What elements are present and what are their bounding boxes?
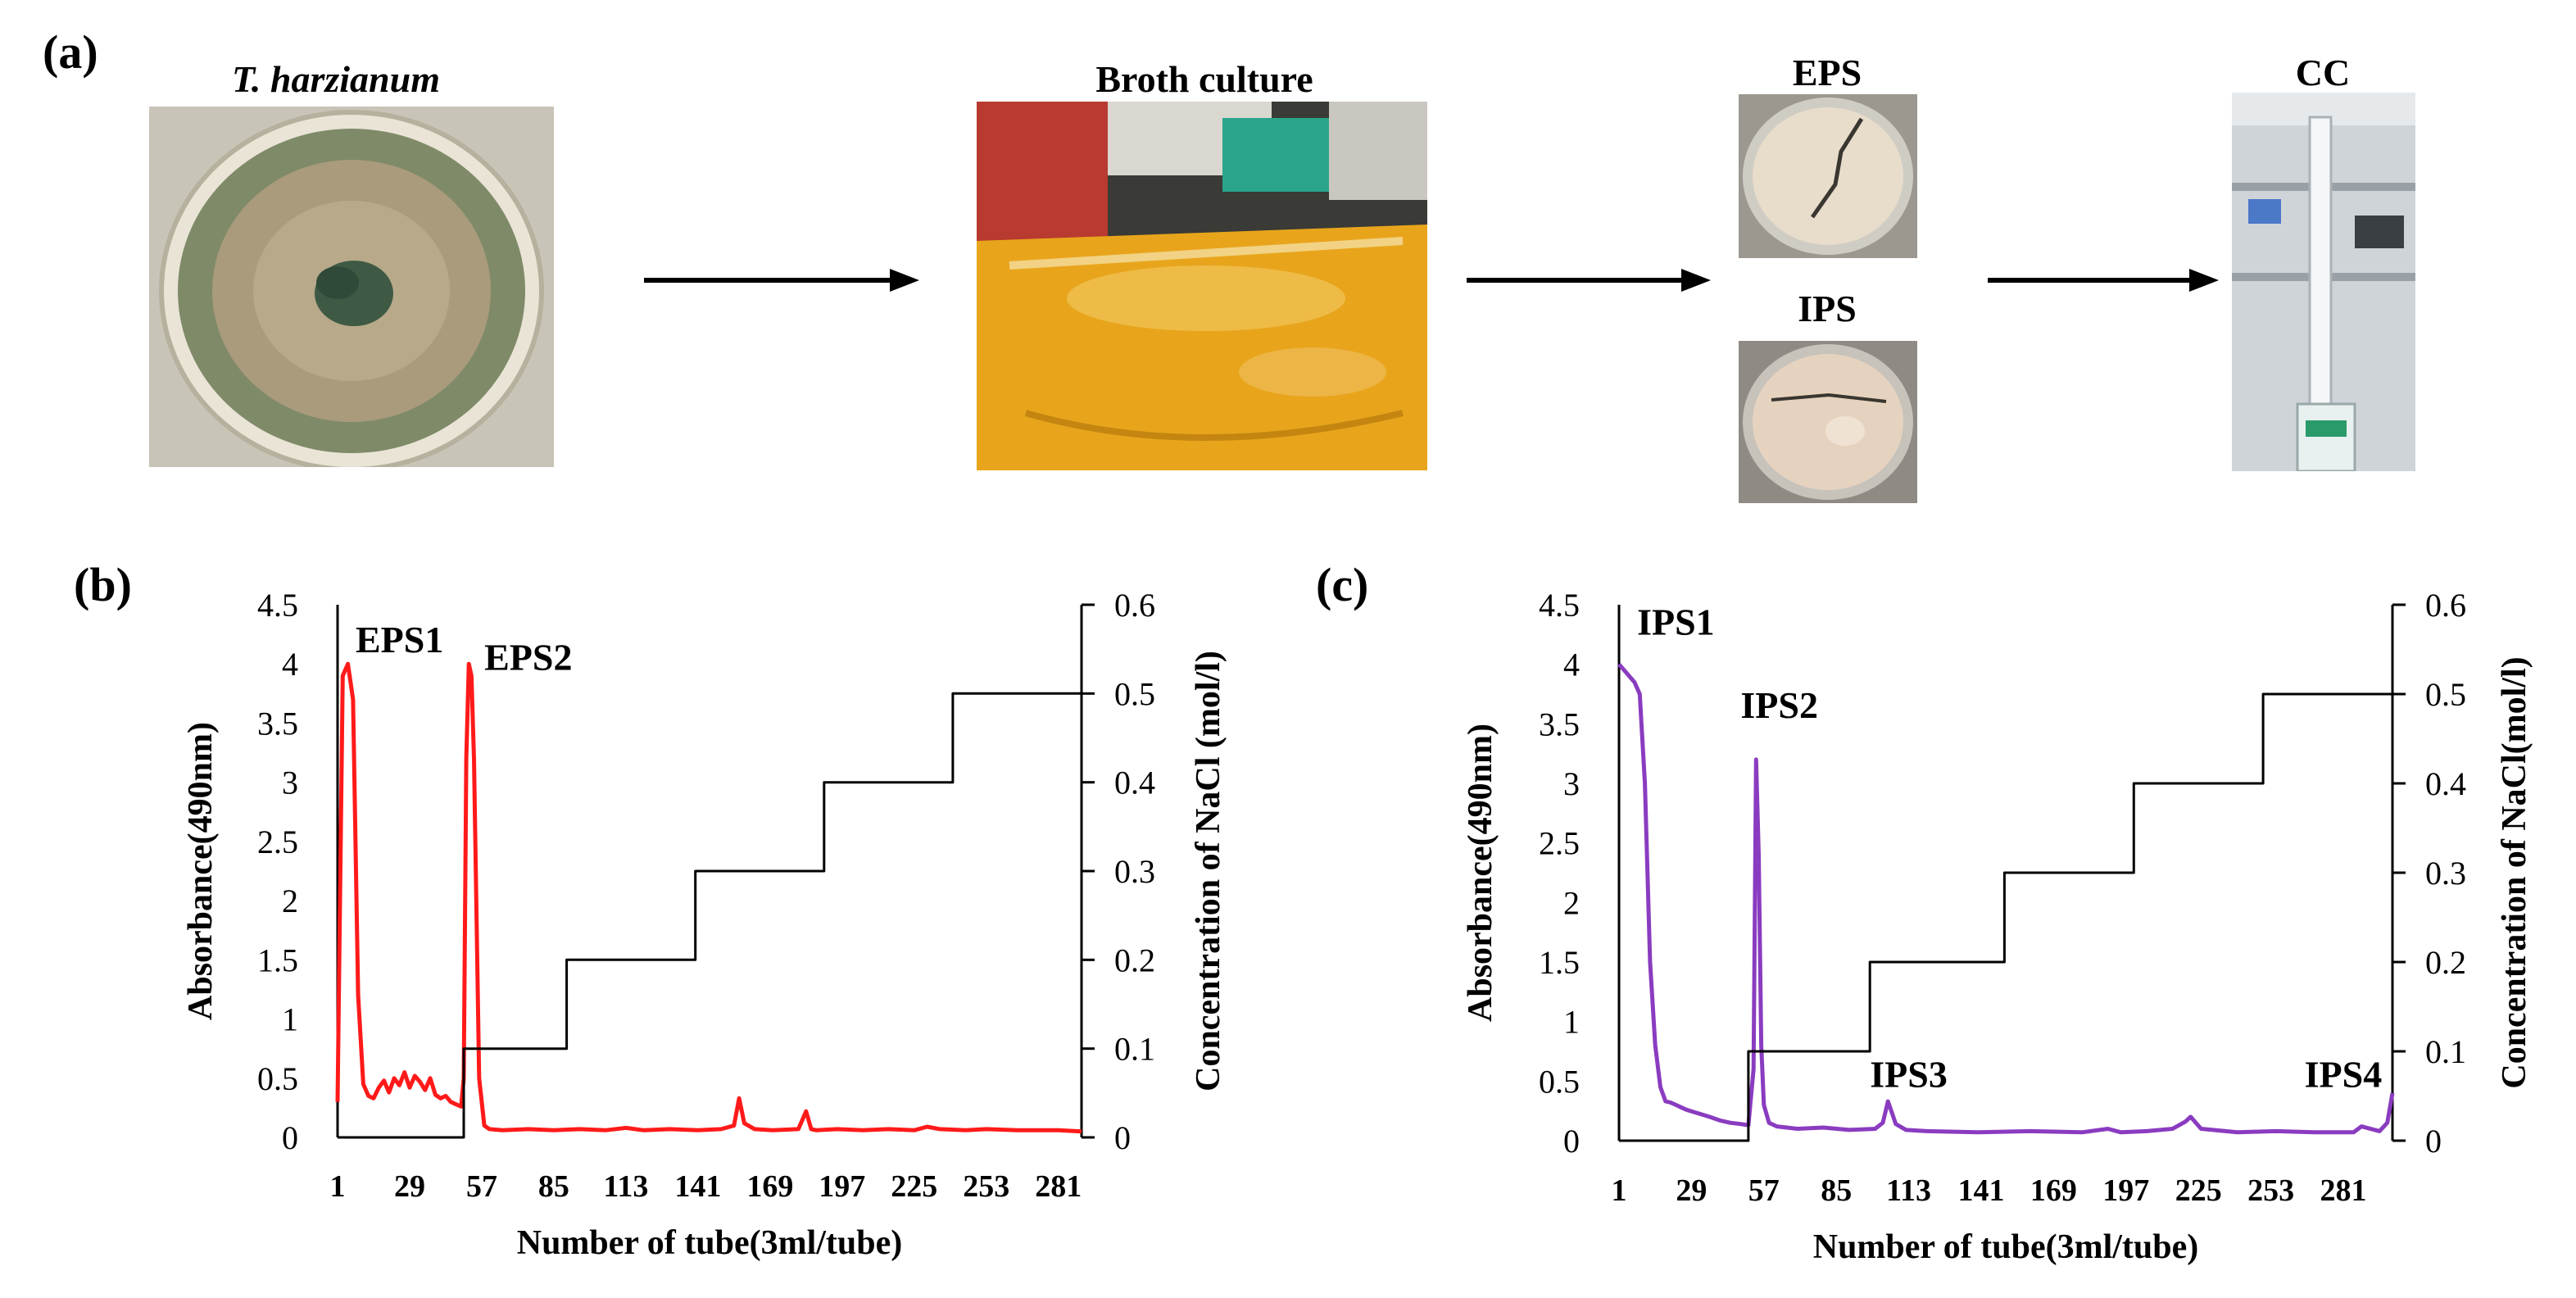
chart-c-y2-tick-label: 0.5: [2425, 676, 2466, 713]
panel-a-label: (a): [43, 25, 98, 79]
cc-photo: [2232, 93, 2415, 471]
chart-b-x-tick-label: 57: [466, 1169, 497, 1204]
broth-culture-photo: [977, 102, 1427, 470]
chart-b-y-tick-label: 3.5: [257, 705, 298, 742]
chart-b-y-tick-label: 2: [282, 883, 298, 919]
chart-c-y2-tick-label: 0.1: [2425, 1033, 2466, 1070]
chart-c-absorbance-line: [1617, 663, 2395, 1135]
chart-b-y-tick-label: 4.5: [257, 587, 298, 624]
chart-c-y2-tick-label: 0: [2425, 1123, 2442, 1160]
chart-b-x-tick-label: 253: [963, 1169, 1009, 1204]
flow-arrow-3: [1988, 269, 2219, 292]
chart-b-peak-label: EPS2: [484, 636, 572, 678]
panel-b-label: (b): [74, 558, 132, 611]
chart-b-y-tick-label: 1: [282, 1001, 298, 1038]
chart-b-absorbance-line: [335, 661, 1082, 1134]
photo-title-t-harzianum: T. harzianum: [232, 58, 440, 100]
chart-c-x-tick-label: 281: [2320, 1173, 2367, 1208]
chart-c-y-tick-label: 4.5: [1539, 587, 1580, 624]
flow-arrow-2: [1467, 269, 1711, 292]
chart-c-peak-label: IPS1: [1637, 601, 1715, 642]
chart-c-y-tick-label: 0.5: [1539, 1063, 1580, 1100]
chart-b-x-tick-label: 225: [891, 1169, 937, 1204]
chart-c-y2-tick-label: 0.4: [2425, 765, 2466, 802]
chart-c-peak-label: IPS4: [2305, 1054, 2383, 1096]
chart-b-x-tick-label: 141: [674, 1169, 721, 1204]
chart-c-y2-axis-label: Concentration of NaCl(mol/l): [2496, 656, 2533, 1088]
chart-c-nacl-step-line: [1619, 692, 2392, 1142]
photo-title-ips: IPS: [1798, 288, 1857, 329]
chart-c-x-tick-label: 113: [1886, 1173, 1931, 1208]
chart-b-x-tick-label: 29: [394, 1169, 425, 1204]
panel-c-label: (c): [1316, 558, 1369, 611]
chart-b-y-tick-label: 3: [282, 765, 298, 801]
flow-arrow-1: [644, 269, 919, 292]
chart-c-y-tick-label: 0: [1563, 1123, 1580, 1160]
chart-b-x-tick-label: 85: [538, 1169, 569, 1204]
chart-b-y2-axis-label: Concentration of NaCl (mol/l): [1190, 651, 1227, 1092]
chart-b-nacl-step-line: [338, 692, 1082, 1139]
chart-c-x-axis-label: Number of tube(3ml/tube): [1813, 1228, 2199, 1266]
chart-c-y-tick-label: 3.5: [1539, 706, 1580, 742]
chart-b-y-tick-label: 0: [282, 1119, 298, 1156]
chart-c-y2-tick-label: 0.2: [2425, 944, 2466, 981]
chart-b-y2-tick-label: 0.6: [1114, 587, 1155, 624]
chart-c-y-tick-label: 4: [1563, 647, 1580, 683]
chart-c-x-tick-label: 169: [2030, 1173, 2077, 1208]
chart-c-y2-tick-label: 0.3: [2425, 855, 2466, 892]
eps-photo: [1739, 94, 1917, 258]
chart-c-y-axis-label: Absorbance(490nm): [1462, 724, 1499, 1022]
chart-b-y2-tick-label: 0.2: [1114, 942, 1155, 978]
chart-c-x-tick-label: 1: [1612, 1173, 1627, 1208]
chart-b-y2-tick-label: 0.3: [1114, 853, 1155, 890]
ips-photo: [1739, 341, 1917, 503]
chart-b-y-tick-label: 1.5: [257, 942, 298, 978]
t-harzianum-photo: [149, 107, 554, 467]
chart-c-peak-label: IPS3: [1870, 1054, 1948, 1096]
chart-c-y-tick-label: 2: [1563, 884, 1580, 921]
chart-b-y2-tick-label: 0.1: [1114, 1031, 1155, 1068]
chart-b-x-tick-label: 197: [819, 1169, 865, 1204]
chart-b-x-tick-label: 169: [746, 1169, 793, 1204]
chart-c-x-tick-label: 225: [2175, 1173, 2222, 1208]
chart-c-y-tick-label: 3: [1563, 765, 1580, 802]
photo-title-broth-culture: Broth culture: [1095, 58, 1313, 100]
chart-b-peak-label: EPS1: [356, 619, 443, 660]
chart-b-y-tick-label: 2.5: [257, 824, 298, 860]
chart-c-x-tick-label: 85: [1821, 1173, 1852, 1208]
chart-b-x-tick-label: 281: [1035, 1169, 1082, 1204]
photo-title-cc: CC: [2295, 52, 2351, 93]
chart-b-x-tick-label: 113: [603, 1169, 648, 1204]
chart-c-x-tick-label: 197: [2102, 1173, 2149, 1208]
chart-b-y-tick-label: 4: [282, 646, 298, 683]
chart-c-y2-tick-label: 0.6: [2425, 587, 2466, 624]
chart-b-y2-tick-label: 0.5: [1114, 675, 1155, 712]
chart-b-y2-tick-label: 0.4: [1114, 765, 1155, 801]
photo-title-eps: EPS: [1792, 52, 1862, 93]
chart-b-y2-tick-label: 0: [1114, 1119, 1131, 1156]
chart-b-y-tick-label: 0.5: [257, 1060, 298, 1097]
chart-c-x-tick-label: 57: [1748, 1173, 1780, 1208]
chart-c-x-tick-label: 141: [1958, 1173, 2005, 1208]
chart-c-y-tick-label: 2.5: [1539, 825, 1580, 862]
chart-b-y-axis-label: Absorbance(490nm): [182, 722, 220, 1020]
chart-c-x-tick-label: 253: [2247, 1173, 2294, 1208]
chart-c-x-tick-label: 29: [1676, 1173, 1707, 1208]
chart-c-y-tick-label: 1.5: [1539, 944, 1580, 981]
chart-c-y-tick-label: 1: [1563, 1004, 1580, 1041]
chart-b-x-axis-label: Number of tube(3ml/tube): [517, 1224, 903, 1262]
chart-c-peak-label: IPS2: [1740, 684, 1818, 726]
chart-b-x-tick-label: 1: [330, 1169, 346, 1204]
